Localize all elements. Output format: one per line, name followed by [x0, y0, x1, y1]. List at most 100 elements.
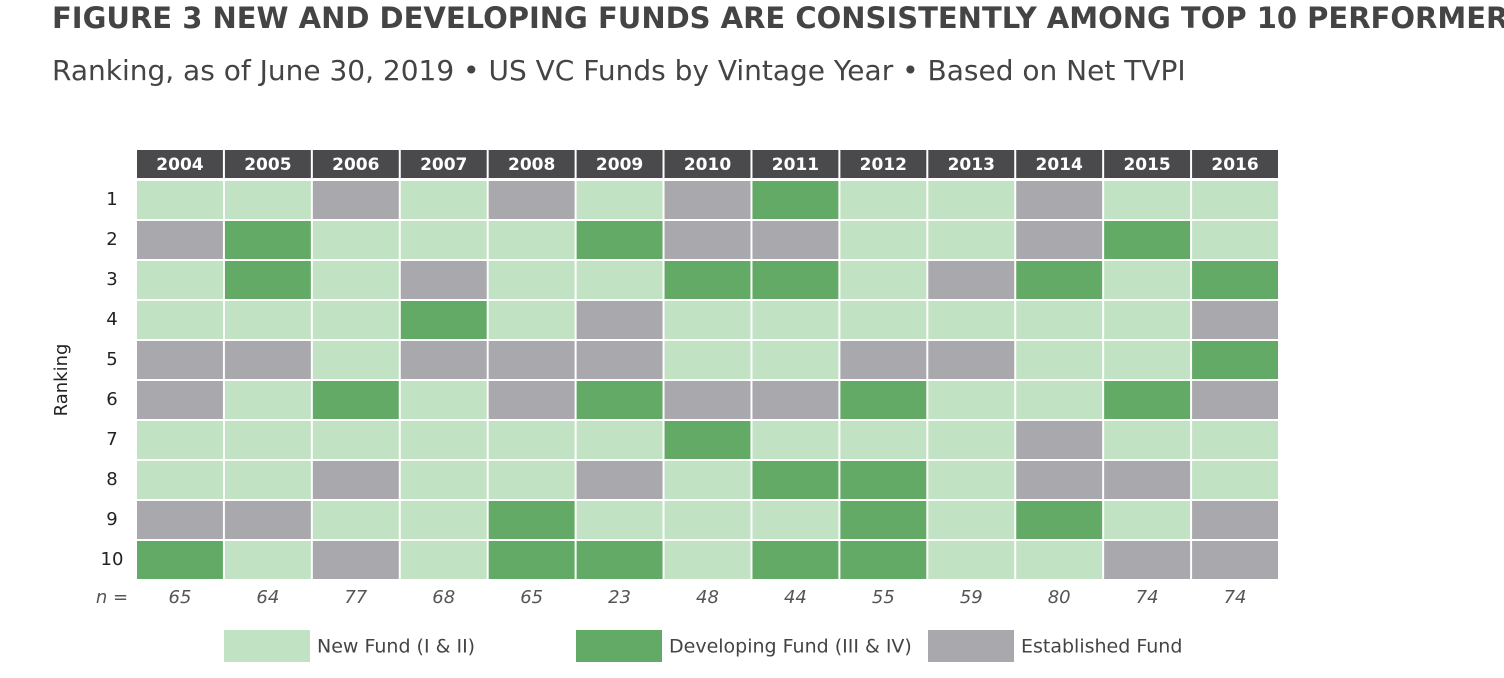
cell [576, 261, 663, 299]
cell [312, 341, 399, 379]
cell [752, 221, 839, 259]
legend-swatch [224, 630, 310, 662]
legend-label: Developing Fund (III & IV) [669, 636, 912, 658]
cell [400, 261, 487, 299]
cell [488, 181, 575, 219]
cell [137, 541, 223, 579]
cell [1016, 421, 1103, 459]
cell [488, 501, 575, 539]
cell [840, 381, 927, 419]
cell [664, 501, 751, 539]
cell [137, 421, 223, 459]
cell [400, 381, 487, 419]
column-label: 2016 [1211, 155, 1258, 175]
column-header [488, 150, 575, 178]
cell [840, 221, 927, 259]
cell [312, 221, 399, 259]
cell [400, 501, 487, 539]
cell [1104, 341, 1191, 379]
row-label: 7 [106, 429, 117, 450]
cell [400, 181, 487, 219]
column-label: 2008 [508, 155, 555, 175]
cell [752, 381, 839, 419]
cell [1104, 221, 1191, 259]
cell [224, 541, 311, 579]
cell [137, 261, 223, 299]
cell [312, 541, 399, 579]
cell [664, 221, 751, 259]
cell [312, 381, 399, 419]
cell [400, 341, 487, 379]
n-value: 65 [169, 587, 192, 608]
cell [400, 421, 487, 459]
cell [400, 301, 487, 339]
cell [576, 301, 663, 339]
cell [1192, 181, 1278, 219]
cell [1016, 261, 1103, 299]
cell [488, 341, 575, 379]
cell [928, 381, 1015, 419]
cell [752, 181, 839, 219]
cell [1192, 421, 1278, 459]
row-label: 9 [106, 509, 117, 530]
row-label: 8 [106, 469, 117, 490]
cell [576, 501, 663, 539]
chart-subtitle: Ranking, as of June 30, 2019 • US VC Fun… [52, 54, 1186, 87]
cell [752, 421, 839, 459]
cell [752, 461, 839, 499]
cell [752, 501, 839, 539]
cell [137, 221, 223, 259]
cell [928, 261, 1015, 299]
cell [224, 381, 311, 419]
column-label: 2015 [1123, 155, 1170, 175]
cell [840, 461, 927, 499]
cell [1104, 461, 1191, 499]
cell [1192, 541, 1278, 579]
cell [488, 301, 575, 339]
cell [576, 381, 663, 419]
row-label: 1 [106, 189, 117, 210]
n-value: 68 [432, 587, 455, 608]
column-header [1016, 150, 1103, 178]
cell [928, 501, 1015, 539]
cell [1104, 301, 1191, 339]
n-value: 65 [520, 587, 543, 608]
column-label: 2005 [244, 155, 291, 175]
cell [664, 461, 751, 499]
column-header [664, 150, 751, 178]
n-value: 80 [1048, 587, 1071, 608]
cell [928, 301, 1015, 339]
cell [400, 221, 487, 259]
cell [488, 541, 575, 579]
cell [752, 341, 839, 379]
cell [1016, 341, 1103, 379]
column-label: 2006 [332, 155, 379, 175]
column-label: 2013 [948, 155, 995, 175]
cell [1104, 421, 1191, 459]
cell [840, 261, 927, 299]
cell [840, 541, 927, 579]
cell [137, 461, 223, 499]
cell [224, 501, 311, 539]
column-header [312, 150, 399, 178]
column-label: 2011 [772, 155, 819, 175]
cell [752, 261, 839, 299]
column-label: 2004 [156, 155, 203, 175]
cell [312, 501, 399, 539]
cell [1192, 461, 1278, 499]
column-header [576, 150, 663, 178]
cell [488, 221, 575, 259]
row-label: 6 [106, 389, 117, 410]
column-label: 2014 [1036, 155, 1083, 175]
cell [928, 181, 1015, 219]
row-label: 3 [106, 269, 117, 290]
cell [1192, 381, 1278, 419]
n-value: 55 [872, 587, 895, 608]
cell [840, 501, 927, 539]
cell [1016, 221, 1103, 259]
cell [224, 261, 311, 299]
cell [224, 461, 311, 499]
cell [840, 301, 927, 339]
legend-swatch [576, 630, 662, 662]
